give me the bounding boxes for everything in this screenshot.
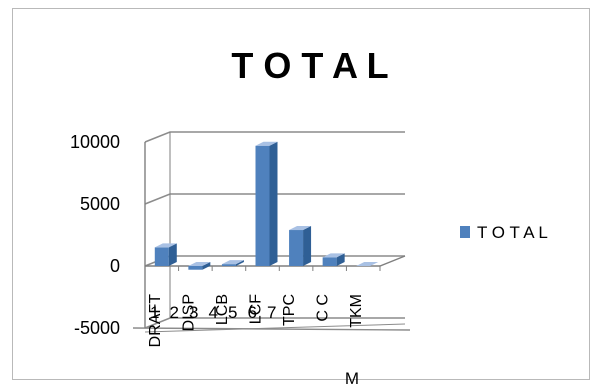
x-category-label: C C (315, 294, 332, 322)
bar-side (168, 243, 177, 266)
bar-front (154, 247, 169, 266)
y-tick-label: -5000 (74, 318, 120, 338)
bar-front (289, 230, 304, 266)
bar-top (289, 226, 312, 231)
bar-side (370, 262, 379, 267)
bar-front (221, 264, 236, 266)
gridlines (132, 131, 411, 333)
bar (154, 243, 177, 266)
x-category-label: TPC (281, 294, 298, 326)
x-index-label: 1 (150, 303, 159, 322)
bar (289, 226, 312, 266)
legend-label: T O T A L (477, 223, 548, 242)
bar (221, 260, 244, 266)
x-index-label: 7 (267, 303, 276, 322)
bar-top (255, 141, 278, 146)
x-category-label: DISP (180, 294, 197, 331)
x-index-label: 4 (209, 303, 218, 322)
bar-side (235, 260, 244, 266)
bar (188, 262, 211, 270)
legend-swatch (460, 226, 470, 238)
x-index-label: 3 (189, 303, 198, 322)
x-category-label: LCB (214, 294, 231, 325)
bar-top (188, 262, 211, 266)
bars (154, 141, 379, 270)
x-index-label: 6 (248, 303, 257, 322)
bar (255, 141, 278, 266)
bar-side (303, 226, 312, 266)
lower-frame-line (132, 327, 411, 331)
y-tick-label: 0 (110, 256, 120, 276)
lower-frame-line (144, 323, 406, 333)
x-tick-labels: 1 2 3 4 5 6 7 DRAFT DISP LCB LCF TPC C C TKM (147, 294, 365, 348)
chart-title: T O T A L (231, 45, 388, 86)
x-index-label: 5 (228, 303, 237, 322)
gridline (144, 131, 405, 143)
y-tick-labels: 10000 5000 0 -5000 (70, 132, 120, 338)
bar-side (202, 262, 211, 270)
y-tick-label: 5000 (80, 194, 120, 214)
legend: T O T A L (460, 223, 548, 242)
x-axis-title: M (345, 369, 359, 387)
bar-front (255, 145, 270, 266)
bar-side (269, 141, 278, 266)
x-category-label: TKM (348, 294, 365, 328)
y-tick-label: 10000 (70, 132, 120, 152)
bar-top (356, 262, 379, 266)
x-index-label: 2 (170, 303, 179, 322)
bar-front (188, 266, 203, 270)
x-category-label: DRAFT (147, 294, 164, 348)
bar-side (336, 253, 345, 266)
bar-top (322, 253, 345, 258)
x-category-label: LCF (248, 294, 265, 324)
bar-front (322, 257, 337, 266)
bar (356, 262, 379, 267)
bar (322, 253, 345, 266)
bar-top (221, 260, 244, 265)
bar-top (154, 243, 177, 248)
